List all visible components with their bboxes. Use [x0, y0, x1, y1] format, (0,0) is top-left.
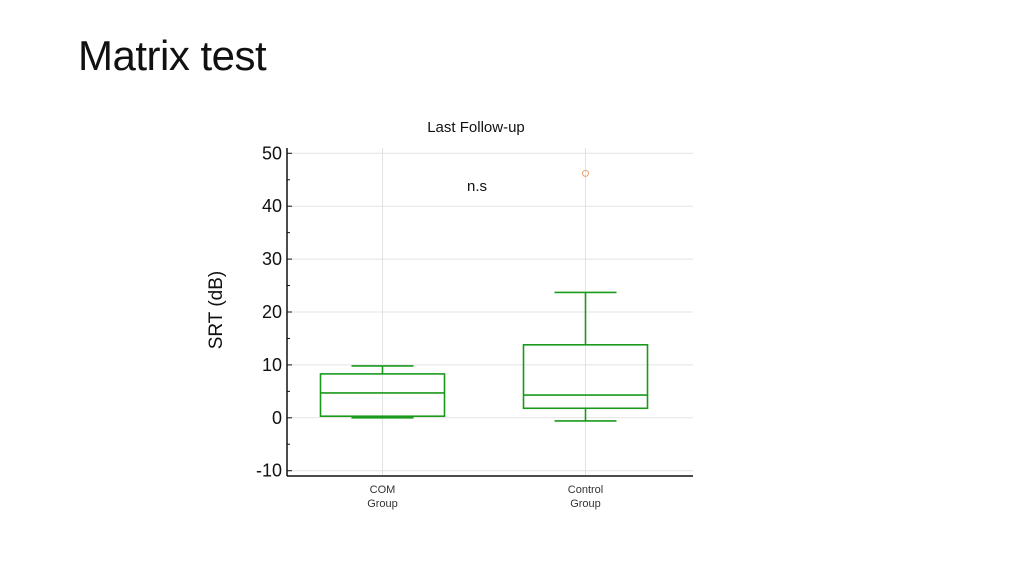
x-category-label: Group — [367, 498, 398, 510]
x-category-label: COM — [370, 484, 396, 496]
chart-title: Last Follow-up — [427, 119, 525, 136]
outlier-point — [582, 169, 589, 177]
y-tick-label: 50 — [262, 143, 282, 163]
y-tick-label: 40 — [262, 196, 282, 216]
slide-title: Matrix test — [78, 32, 267, 79]
x-category-label: Control — [568, 484, 603, 496]
plot-area: -10 0 10 20 30 40 50 COM Group Control Group — [256, 143, 693, 510]
iqr-box — [522, 343, 649, 410]
y-axis-label: SRT (dB) — [206, 271, 227, 350]
y-tick-label: 0 — [272, 408, 282, 428]
significance-annotation: n.s — [467, 178, 487, 195]
y-tick-label: 20 — [262, 302, 282, 322]
y-tick-label: 30 — [262, 249, 282, 269]
y-tick-label: -10 — [256, 461, 282, 481]
iqr-box — [319, 373, 446, 418]
y-tick-label: 10 — [262, 355, 282, 375]
x-category-label: Group — [570, 498, 601, 510]
